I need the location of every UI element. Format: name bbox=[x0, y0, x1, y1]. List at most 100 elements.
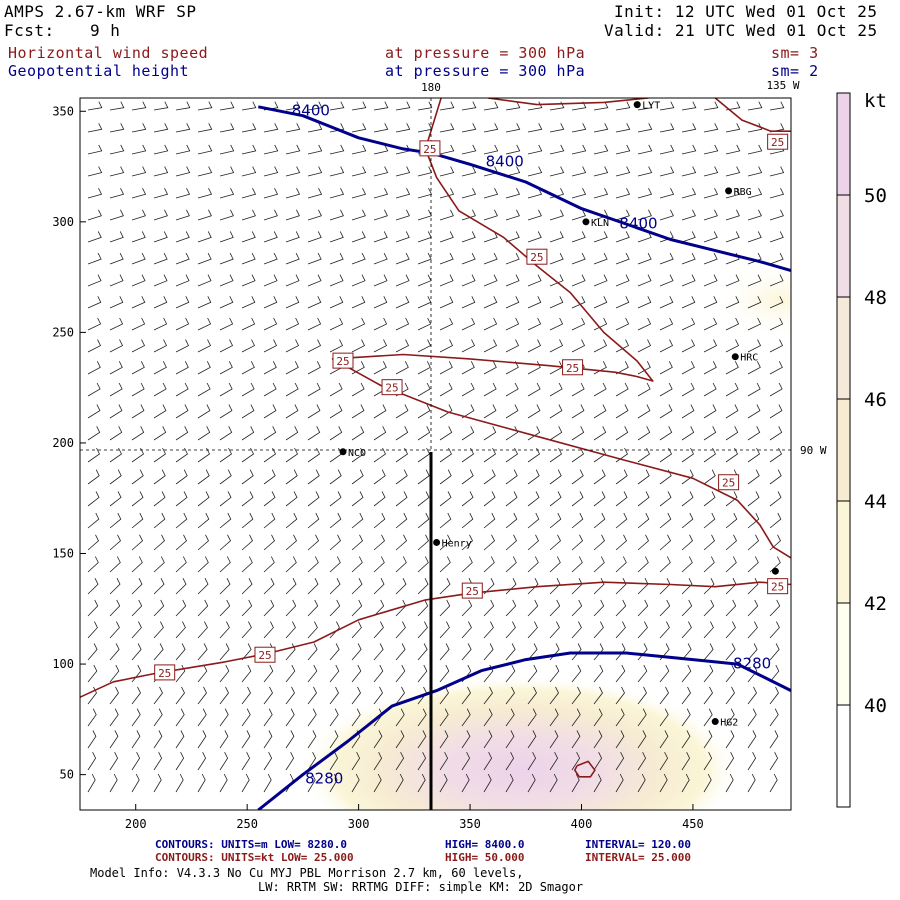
wind-barb bbox=[219, 686, 229, 705]
wind-barb bbox=[285, 101, 301, 111]
wind-barb bbox=[659, 730, 669, 749]
wind-barb bbox=[461, 188, 477, 199]
wind-barb bbox=[725, 274, 740, 287]
wind-barb bbox=[593, 686, 603, 705]
wind-barb bbox=[153, 166, 169, 177]
wind-barb bbox=[461, 534, 473, 551]
wind-barb bbox=[329, 144, 345, 155]
wind-barb bbox=[351, 773, 360, 793]
wind-barb bbox=[197, 556, 209, 573]
wind-barb bbox=[307, 361, 321, 375]
wind-barb bbox=[351, 252, 366, 265]
wind-barb bbox=[703, 426, 717, 441]
wind-barb bbox=[285, 686, 295, 705]
station-marker bbox=[771, 567, 779, 575]
wind-barb bbox=[241, 686, 251, 705]
wind-barb bbox=[285, 643, 296, 661]
wind-barb bbox=[307, 664, 318, 683]
wind-barb bbox=[131, 578, 143, 595]
speed-label-box bbox=[718, 474, 740, 491]
station-label: KLN bbox=[591, 218, 609, 229]
wind-barb bbox=[439, 447, 453, 463]
wind-barb bbox=[417, 382, 431, 397]
wind-barb bbox=[439, 730, 449, 749]
wind-barb bbox=[549, 209, 564, 221]
wind-barb bbox=[87, 339, 102, 353]
wind-barb bbox=[615, 730, 625, 749]
wind-barb bbox=[175, 404, 189, 419]
wind-barb bbox=[175, 578, 187, 595]
wind-barb bbox=[637, 578, 649, 595]
station-marker bbox=[633, 101, 641, 109]
wind-barb bbox=[549, 643, 560, 661]
wind-barb bbox=[285, 382, 299, 397]
wind-barb bbox=[571, 317, 586, 331]
forecast-hour: 9 h bbox=[90, 21, 121, 40]
wind-barb bbox=[153, 599, 165, 617]
wind-barb bbox=[615, 231, 630, 243]
wind-barb bbox=[461, 252, 476, 265]
wind-barb bbox=[263, 123, 279, 133]
wind-barb bbox=[703, 643, 714, 661]
wind-barb bbox=[109, 534, 121, 551]
wind-barb bbox=[769, 426, 783, 441]
colorbar-band bbox=[837, 603, 850, 705]
wind-barb bbox=[285, 599, 297, 617]
wind-barb bbox=[395, 426, 409, 441]
wind-barb bbox=[109, 252, 124, 265]
wind-barb bbox=[659, 686, 669, 705]
wind-barb bbox=[439, 209, 454, 221]
wind-barb bbox=[747, 708, 757, 727]
wind-barb bbox=[593, 578, 605, 595]
wind-barb bbox=[153, 188, 169, 199]
y-tick-label: 250 bbox=[52, 325, 74, 339]
wind-barb bbox=[417, 599, 429, 617]
wind-barb bbox=[87, 404, 101, 419]
wind-barb bbox=[637, 252, 652, 265]
wind-barb bbox=[527, 469, 540, 485]
wind-barb bbox=[505, 404, 519, 419]
wind-barb bbox=[351, 686, 361, 705]
wind-barb bbox=[769, 664, 780, 683]
wind-barb bbox=[197, 686, 207, 705]
wind-barb bbox=[109, 404, 123, 419]
wind-barb bbox=[703, 686, 713, 705]
wind-barb bbox=[615, 664, 626, 683]
wind-barb bbox=[153, 643, 164, 661]
speed-label-box bbox=[767, 578, 789, 595]
wind-barb bbox=[637, 512, 650, 529]
wind-barb bbox=[483, 773, 492, 793]
wind-barb bbox=[395, 274, 410, 287]
wind-barb bbox=[87, 578, 99, 595]
wind-barb bbox=[703, 382, 717, 397]
wind-barb bbox=[87, 101, 103, 111]
wind-barb bbox=[87, 382, 101, 397]
colorbar-tick-label: 46 bbox=[864, 389, 887, 411]
wind-barb bbox=[615, 296, 630, 309]
wind-barb bbox=[307, 426, 321, 441]
wind-barb bbox=[131, 166, 147, 177]
wind-barb bbox=[637, 599, 649, 617]
colorbar-band bbox=[837, 399, 850, 501]
speed-label-box bbox=[332, 352, 354, 369]
wind-barb bbox=[439, 491, 452, 507]
colorbar-band bbox=[837, 93, 850, 195]
wind-barb bbox=[197, 166, 213, 177]
wind-barb bbox=[747, 209, 762, 221]
wind-barb bbox=[87, 534, 99, 551]
wind-barb bbox=[439, 101, 455, 111]
wind-barb bbox=[549, 469, 562, 485]
wind-barb bbox=[769, 361, 783, 375]
wind-barb bbox=[241, 317, 256, 331]
wind-barb bbox=[681, 773, 690, 793]
wind-barb bbox=[703, 664, 714, 683]
lon-label-180: 180 bbox=[421, 81, 441, 94]
wind-barb bbox=[153, 361, 167, 375]
wind-barb bbox=[681, 534, 693, 551]
colorbar-tick-label: 44 bbox=[864, 491, 887, 513]
wind-barb bbox=[747, 773, 756, 793]
wind-barb bbox=[219, 512, 232, 529]
wind-barb bbox=[263, 556, 275, 573]
wind-barb bbox=[483, 447, 497, 463]
station-marker bbox=[433, 538, 441, 546]
